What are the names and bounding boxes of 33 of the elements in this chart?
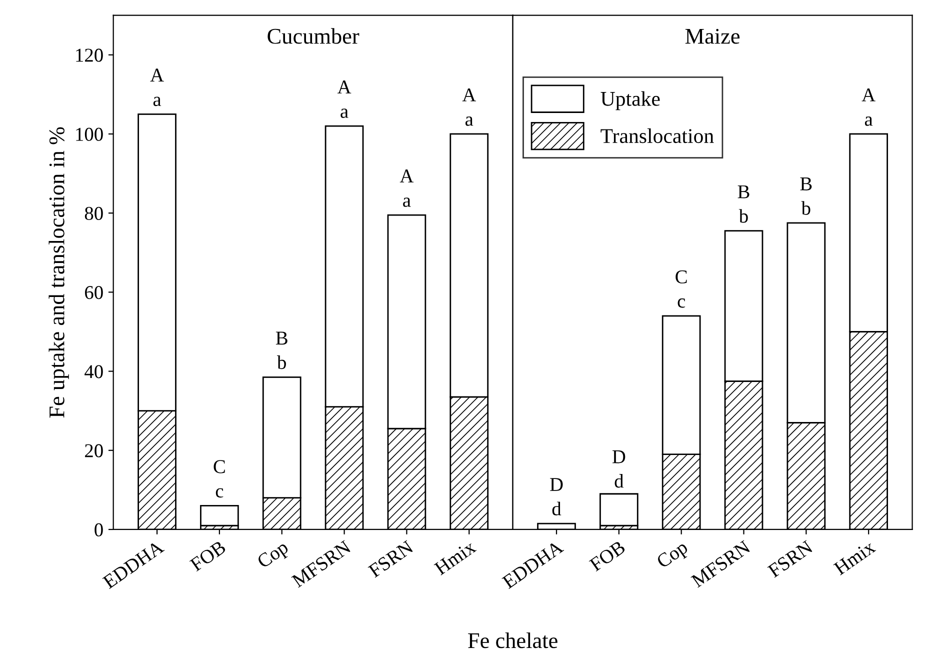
x-tick-label: FOB [189,540,227,572]
x-axis-title: Fe chelate [468,632,558,648]
x-tick-label: Hmix [434,540,477,576]
annotation: A a [337,80,352,118]
chart-title: Maize [685,28,740,44]
y-tick-label: 100 [76,128,103,141]
y-tick-label: 20 [85,444,103,458]
chart-title: Cucumber [268,28,360,44]
annotation: A a [462,88,476,126]
y-tick-label: 40 [84,365,103,378]
y-axis-title: Fe uptake and translocation in % [48,127,69,418]
x-tick-label: Cop [256,540,292,572]
annotation: A a [150,68,164,106]
y-tick-label: 80 [84,206,103,220]
bar [200,505,239,526]
y-tick-label: 60 [85,286,103,300]
x-tick-label: Hmix [833,540,876,576]
legend-label: Uptake [600,91,660,110]
annotation: D d [612,450,626,488]
annotation: B b [276,332,288,370]
annotation: B b [738,185,750,223]
y-tick-label: 120 [76,48,103,62]
annotation: A a [400,170,414,207]
x-tick-label: Cop [656,540,691,572]
x-tick-label: FOB [588,540,626,572]
y-tick-label: 0 [94,523,103,536]
annotation: D d [550,478,563,516]
bar [599,493,638,526]
annotation: C c [676,270,687,308]
legend-label: Translocation [600,128,714,144]
annotation: C c [214,460,225,498]
annotation: A a [862,88,876,126]
annotation: B b [800,178,812,215]
